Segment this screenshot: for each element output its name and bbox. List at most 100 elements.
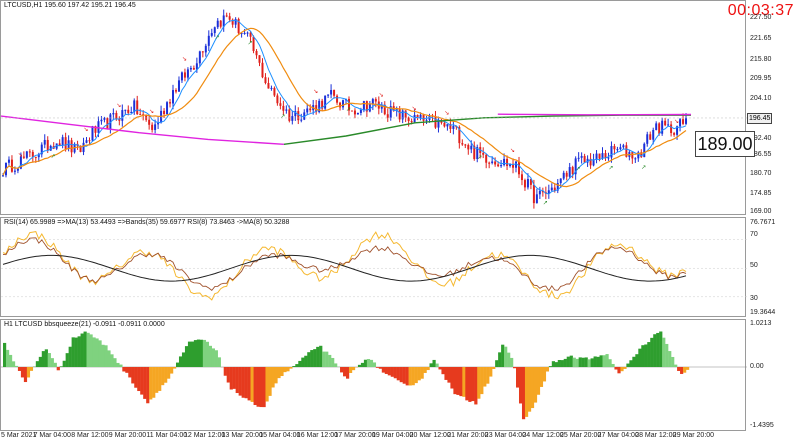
histogram-bar <box>8 354 13 367</box>
histogram-bar <box>456 367 460 395</box>
price-axis[interactable]: 227.50221.65215.80209.95204.10198.25192.… <box>746 0 800 215</box>
histogram-bar <box>375 367 380 368</box>
rsi-axis-label: 50 <box>750 262 758 269</box>
candle-body <box>145 114 148 120</box>
histogram-bar <box>638 348 642 367</box>
signal-arrow: ↘ <box>84 126 89 133</box>
time-axis-label: 25 Mar 20:00 <box>560 432 602 439</box>
candle-body <box>368 104 371 112</box>
histogram-bar <box>283 367 287 373</box>
bar-countdown-timer: 00:03:37 <box>727 2 794 19</box>
histogram-bar <box>513 367 517 369</box>
candle-body <box>640 152 643 158</box>
histogram-bar <box>211 348 215 367</box>
candle-body <box>580 155 583 158</box>
histogram-bar <box>671 356 675 367</box>
candle-body <box>264 77 267 84</box>
candle-body <box>291 116 294 121</box>
histogram-bar <box>501 344 505 367</box>
rsi-lines-svg <box>1 231 747 301</box>
candle-body <box>121 110 124 121</box>
histogram-bar <box>444 367 448 380</box>
histogram-bar <box>241 367 245 398</box>
candle-body <box>163 110 166 115</box>
candle-body <box>571 167 574 175</box>
histogram-bar <box>41 351 45 367</box>
histogram-bar <box>471 367 475 402</box>
time-axis-label: 9 Mar 20:00 <box>108 432 147 439</box>
signal-arrow: ↗ <box>248 40 253 47</box>
histogram-bar <box>492 367 496 369</box>
histogram-bar <box>259 367 263 408</box>
candle-body <box>607 157 610 159</box>
histogram-bar <box>268 367 272 396</box>
histogram-bar <box>462 367 466 397</box>
candle-body <box>347 98 350 111</box>
candle-body <box>270 87 273 89</box>
candle-body <box>133 100 136 112</box>
histogram-bar <box>384 367 388 374</box>
histogram-bar <box>68 346 72 367</box>
candle-body <box>586 158 589 163</box>
bbsqueeze-indicator-panel[interactable]: H1 LTCUSD bbsqueeze(21) -0.0911 -0.0911 … <box>0 319 747 431</box>
bbsqueeze-axis[interactable]: 1.0213 0.00 -1.4395 <box>746 319 800 431</box>
histogram-bar <box>348 367 353 373</box>
candle-body <box>679 119 682 127</box>
candle-body <box>118 118 121 121</box>
histogram-bar <box>447 367 451 383</box>
rsi-axis[interactable]: 76.7671 70 50 30 19.3644 <box>746 217 800 317</box>
price-chart-panel[interactable]: LTCUSD,H1 195.60 197.42 195.21 196.45 ↘ ↗… <box>0 0 747 215</box>
histogram-bar <box>518 367 523 404</box>
ma-magenta-line-right <box>497 113 692 116</box>
candle-body <box>359 109 362 113</box>
candle-body <box>67 140 70 149</box>
candle-body <box>303 112 306 120</box>
candle-body <box>506 158 509 167</box>
ma-magenta-line <box>1 115 284 145</box>
histogram-bar <box>602 355 606 367</box>
histogram-bar <box>134 367 138 388</box>
histogram-bar <box>468 367 472 402</box>
candle-body <box>389 106 392 118</box>
signal-arrow: ↘ <box>510 147 515 154</box>
histogram-bar <box>483 367 487 387</box>
candle-body <box>550 187 553 191</box>
candle-body <box>306 108 309 113</box>
histogram-bar <box>360 362 365 367</box>
histogram-bar <box>319 345 323 367</box>
histogram-bar <box>229 367 233 390</box>
histogram-bar <box>26 367 31 378</box>
histogram-bar <box>411 367 415 386</box>
histogram-bar <box>265 367 269 402</box>
histogram-bar <box>158 367 162 391</box>
histogram-bar <box>53 362 57 367</box>
candle-body <box>485 154 488 163</box>
candle-body <box>318 100 321 113</box>
histogram-bar <box>587 359 591 367</box>
histogram-bar <box>113 358 117 367</box>
candle-body <box>667 124 670 126</box>
histogram-bar <box>286 367 290 372</box>
histogram-bar <box>426 367 430 371</box>
candle-body <box>28 151 31 153</box>
histogram-bar <box>647 342 651 367</box>
candle-body <box>559 178 562 184</box>
candle-body <box>520 174 523 181</box>
candle-body <box>401 110 404 120</box>
candle-body <box>252 36 255 52</box>
candle-body <box>631 152 634 159</box>
candle-body <box>601 153 604 159</box>
candle-body <box>649 134 652 140</box>
candle-body <box>186 69 189 78</box>
histogram-bar <box>271 367 275 388</box>
rsi-indicator-panel[interactable]: RSI(14) 65.9989 =>MA(13) 53.4493 =>Bands… <box>0 217 747 317</box>
histogram-bar <box>435 363 439 367</box>
histogram-bar <box>310 350 314 367</box>
histogram-bar <box>420 367 424 379</box>
time-axis[interactable]: 5 Mar 2021 7 Mar 04:00 8 Mar 12:00 9 Mar 20… <box>0 431 746 442</box>
signal-arrow: ↗ <box>641 164 646 171</box>
histogram-bar <box>95 338 99 367</box>
time-axis-label: 16 Mar 12:00 <box>296 432 339 439</box>
signal-arrow: ↗ <box>543 199 548 206</box>
big-price-label: 189.00 <box>695 131 755 157</box>
